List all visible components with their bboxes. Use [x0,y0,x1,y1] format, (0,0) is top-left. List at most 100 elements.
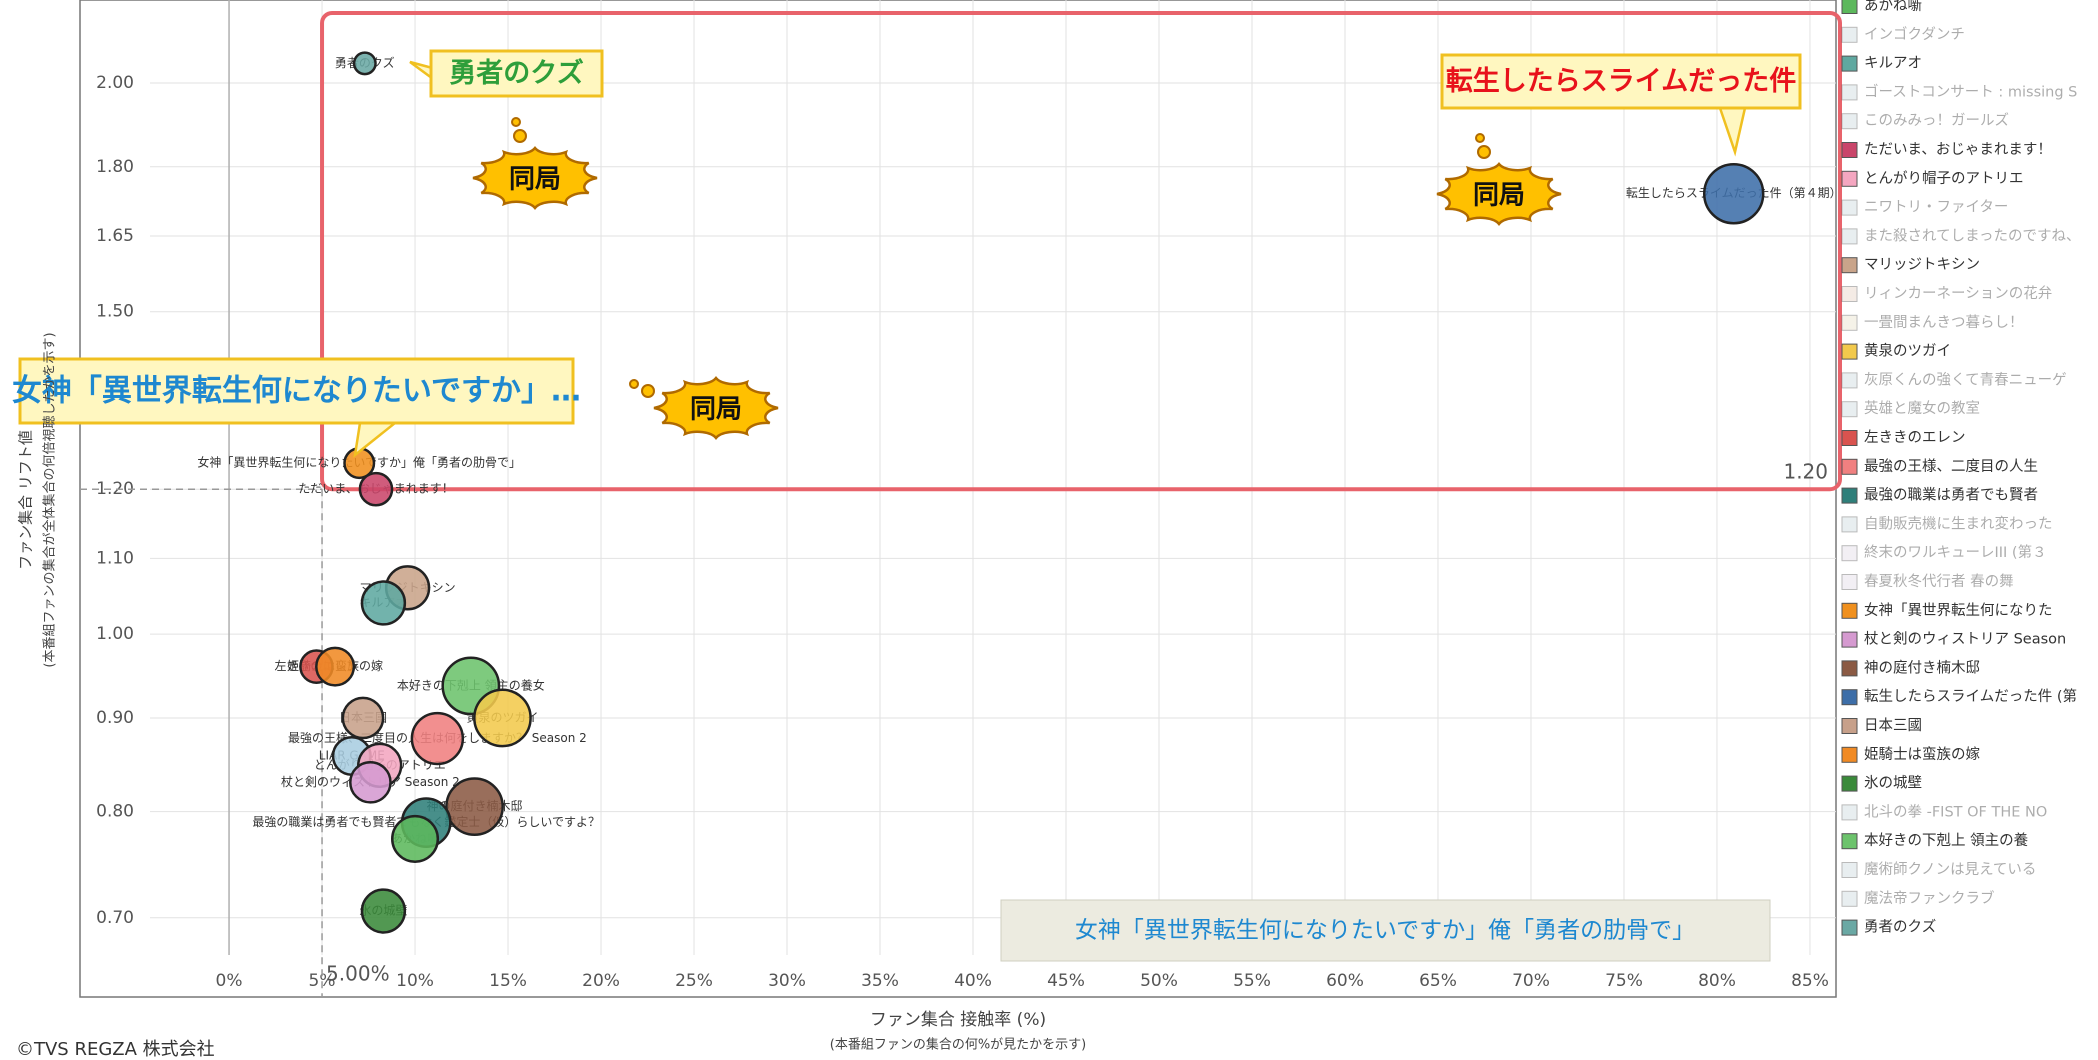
legend-swatch [1841,0,1858,14]
bubble [445,777,504,837]
x-tick-label: 65% [1419,971,1457,991]
legend-swatch [1841,890,1858,907]
y-tick-label: 1.80 [96,157,134,177]
callout-box [18,357,575,425]
x-tick-label: 45% [1047,971,1085,991]
highlight-region [320,11,1843,492]
legend-label: 最強の王様、二度目の人生 [1864,458,2038,475]
bubble [1702,162,1765,225]
legend-label: 本好きの下剋上 領主の養 [1864,831,2028,849]
bubble [473,688,532,748]
legend-swatch [1841,113,1858,130]
legend-swatch [1841,718,1858,734]
y-axis-title: ファン集合 リフト値 [17,430,35,570]
y-tick-label: 1.65 [96,226,134,246]
x-tick-label: 5% [309,971,336,991]
cloud [653,375,779,441]
legend-label: ただいま、おじゃまれます！ [1864,141,2052,158]
legend-label: 転生したらスライムだった件 (第 [1864,687,2077,705]
x-tick-label: 85% [1791,971,1829,991]
legend-label: 北斗の拳 -FIST OF THE NO [1864,803,2047,820]
cloud-tail [511,117,521,127]
legend-label: ゴーストコンサート : missing S [1864,82,2077,100]
cloud-tail [641,384,655,398]
bubble [360,888,407,934]
legend-swatch [1841,430,1858,446]
x-tick-label: 40% [954,971,992,991]
legend-swatch [1841,660,1858,677]
reference-label-x: 5.00% [326,962,390,986]
legend-swatch [1841,804,1858,821]
legend-swatch [1841,170,1858,187]
legend-swatch [1841,55,1858,72]
legend-label: 英雄と魔女の教室 [1864,399,1980,417]
callout-box [429,49,604,98]
x-tick-label: 60% [1326,971,1364,991]
legend-label: 神の庭付き楠木邸 [1864,659,1980,676]
legend-swatch [1841,401,1858,418]
cloud-text: 同局 [509,165,561,195]
legend-label: 黄泉のツガイ [1864,343,1951,360]
cloud [1436,161,1562,227]
cloud-tail [1477,145,1491,159]
y-tick-label: 1.20 [96,479,134,499]
legend-label: また殺されてしまったのですね、 [1864,227,2080,244]
bubble [341,696,385,740]
bubble [349,760,392,804]
legend-swatch [1841,343,1858,360]
x-tick-label: 55% [1233,971,1271,991]
legend-swatch [1841,228,1858,245]
x-tick-label: 20% [582,971,620,991]
cloud [472,145,598,211]
y-tick-label: 1.10 [96,548,134,568]
legend-swatch [1841,516,1858,533]
x-tick-label: 10% [396,971,434,991]
cloud-text: 同局 [690,395,742,425]
x-tick-label: 30% [768,971,806,991]
bubble [410,711,465,766]
callout-text: 勇者のクズ [449,57,583,89]
x-tick-label: 25% [675,971,713,991]
legend-label: インゴクダンチ [1864,25,1965,43]
y-tick-label: 1.00 [96,624,134,644]
x-axis-subtitle: (本番組ファンの集合の何%が見たかを示す) [830,1037,1087,1053]
legend-swatch [1841,487,1858,504]
x-tick-label: 80% [1698,971,1736,991]
legend-label: 女神「異世界転生何になりた [1864,601,2053,619]
legend-label: 最強の職業は勇者でも賢者 [1864,487,2038,504]
legend-label: 一畳間まんきつ暮らし！ [1864,314,2024,331]
legend-swatch [1841,257,1858,274]
bubble [352,51,377,76]
note-text: 女神「異世界転生何になりたいですか」俺「勇者の肋骨で」 [1075,918,1695,944]
legend-swatch [1841,545,1858,562]
legend-label: 姫騎士は蛮族の嫁 [1864,745,1980,763]
legend-swatch [1841,26,1858,43]
legend-label: 春夏秋冬代行者 春の舞 [1864,573,2014,590]
legend-label: 自動販売機に生まれ変わった [1864,515,2053,532]
legend-swatch [1841,142,1858,158]
legend-swatch [1841,746,1858,763]
legend-label: マリッジトキシン [1864,257,1980,273]
legend-label: このみみっ！ガールズ [1864,112,2009,129]
y-tick-label: 0.80 [96,802,134,822]
bubble [360,580,407,626]
legend-label: 終末のワルキューレIII (第３ [1864,543,2047,561]
legend-label: 魔術師クノンは見えている [1864,861,2036,878]
x-tick-label: 0% [216,971,243,991]
legend-label: 左ききのエレン [1864,429,1966,446]
legend-label: 勇者のクズ [1864,919,1936,936]
legend-swatch [1841,602,1858,619]
x-tick-label: 70% [1512,971,1550,991]
legend-label: ニワトリ・ファイター [1864,199,2008,216]
legend-label: あかね噺 [1864,0,1922,14]
x-tick-label: 75% [1605,971,1643,991]
y-tick-label: 0.70 [96,908,134,928]
legend-swatch [1841,631,1858,648]
bubble [391,814,440,863]
callout-text: 転生したらスライムだった件 [1446,66,1796,97]
legend-swatch [1841,314,1858,331]
legend-swatch [1841,833,1858,850]
footer: ©TVS REGZA 株式会社 [16,1039,215,1060]
y-tick-label: 1.50 [96,302,134,322]
